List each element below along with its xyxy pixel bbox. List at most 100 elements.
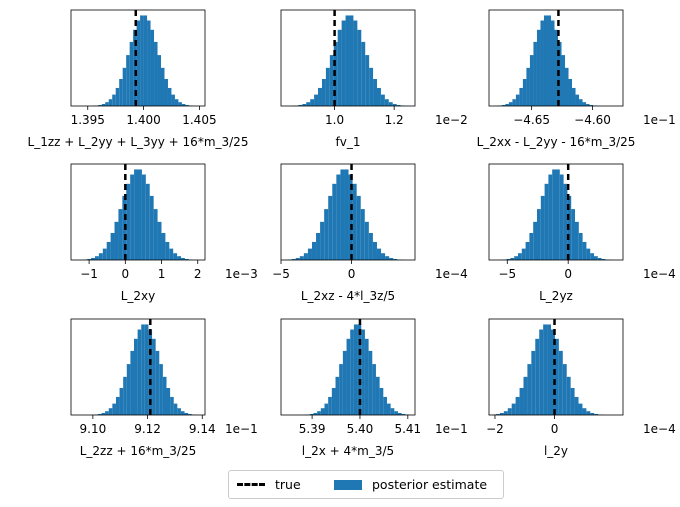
histogram-bar bbox=[554, 338, 559, 415]
histogram-bar bbox=[101, 103, 106, 106]
histogram-bar bbox=[324, 209, 329, 260]
histogram-bar bbox=[590, 253, 595, 260]
histogram-bar bbox=[185, 104, 189, 106]
x-axis-offset-label: 1e−1 bbox=[643, 113, 676, 127]
histogram-bar bbox=[123, 376, 127, 415]
histogram-bar bbox=[317, 411, 321, 415]
histogram-bar bbox=[506, 258, 511, 260]
histogram-bar bbox=[572, 87, 576, 106]
histogram-bar bbox=[314, 94, 319, 106]
histogram-bar bbox=[547, 15, 551, 107]
histogram-bar bbox=[155, 350, 160, 415]
histogram-bar bbox=[568, 78, 573, 106]
histogram-bar bbox=[561, 55, 566, 106]
histogram-bar bbox=[98, 104, 102, 106]
histogram-bar bbox=[321, 78, 326, 106]
histogram-bar bbox=[594, 256, 598, 260]
histogram-bar bbox=[316, 232, 321, 260]
x-tick-label: 9.12 bbox=[134, 422, 161, 436]
histogram-bar bbox=[519, 387, 524, 415]
histogram-bar bbox=[512, 99, 516, 106]
histogram-bar bbox=[373, 78, 377, 106]
histogram-bar bbox=[180, 411, 185, 415]
histogram-bar bbox=[586, 103, 590, 106]
histogram-bar bbox=[535, 338, 540, 415]
histogram-bar bbox=[307, 248, 312, 260]
histogram-bar bbox=[318, 87, 322, 106]
histogram-bar bbox=[566, 376, 571, 415]
legend-true-entry: true bbox=[237, 477, 301, 492]
histogram-bar bbox=[340, 169, 345, 260]
x-tick-label: −5 bbox=[272, 267, 290, 281]
x-tick-label: 1.400 bbox=[126, 113, 160, 127]
histogram-bar bbox=[337, 29, 342, 106]
x-axis-label: l_2x + 4*m_3/5 bbox=[302, 444, 394, 458]
histogram-bar bbox=[501, 104, 506, 106]
histogram-bar bbox=[590, 412, 595, 415]
histogram-bar bbox=[372, 241, 377, 260]
histogram-bar bbox=[515, 94, 520, 106]
histogram-bar bbox=[150, 29, 155, 106]
histogram-bar bbox=[401, 413, 406, 415]
histogram-bar bbox=[159, 364, 163, 415]
x-tick-label: 1.405 bbox=[182, 113, 216, 127]
histogram-bar bbox=[503, 411, 508, 415]
x-axis-offset-label: 1e−4 bbox=[643, 267, 676, 281]
histogram-bar bbox=[320, 408, 325, 415]
histogram-bar bbox=[529, 232, 534, 260]
histogram-bar bbox=[389, 257, 394, 260]
histogram-bar bbox=[368, 350, 373, 415]
histogram-bar bbox=[582, 102, 587, 106]
x-axis-label: L_2yz bbox=[539, 289, 573, 303]
histogram-bar bbox=[341, 20, 346, 106]
histogram-bar bbox=[309, 413, 314, 415]
histogram-bar bbox=[383, 396, 387, 415]
histogram-bar bbox=[311, 241, 317, 260]
histogram-panel-5: −5 0 1e−4 L_2xz - 4*l_3z/5 bbox=[272, 163, 468, 303]
histogram-bar bbox=[177, 408, 181, 415]
x-axis-offset-label: 1e−1 bbox=[435, 422, 468, 436]
histogram-bar bbox=[565, 67, 569, 106]
histogram-bar bbox=[188, 413, 192, 415]
histogram-bar bbox=[586, 411, 591, 415]
histogram-bar bbox=[495, 413, 500, 415]
histogram-bar bbox=[507, 408, 512, 415]
histogram-bar bbox=[149, 195, 154, 260]
histogram-bar bbox=[94, 256, 99, 260]
histogram-bar bbox=[291, 258, 296, 260]
axes-frame bbox=[70, 318, 206, 416]
histogram-bar bbox=[550, 20, 555, 106]
x-axis-offset-label: 1e−4 bbox=[643, 422, 676, 436]
x-axis-label: fv_1 bbox=[336, 135, 361, 149]
histogram-bar bbox=[582, 241, 587, 260]
legend: true posterior estimate bbox=[228, 470, 504, 499]
histogram-bar bbox=[106, 241, 111, 260]
histogram-bar bbox=[505, 103, 509, 106]
histogram-panel-8: 5.39 5.40 5.41 1e−1 l_2x + 4*m_3/5 bbox=[280, 318, 468, 458]
histogram-panel-7: 9.10 9.12 9.14 1e−1 L_2zz + 16*m_3/25 bbox=[70, 318, 258, 458]
histogram-bar bbox=[361, 329, 365, 415]
histogram-bar bbox=[398, 412, 402, 415]
histogram-bar bbox=[353, 324, 358, 415]
histogram-bar bbox=[578, 403, 583, 415]
histogram-bar bbox=[126, 364, 131, 415]
histogram-bar bbox=[119, 78, 123, 106]
histogram-bar bbox=[112, 403, 116, 415]
histogram-bar bbox=[364, 338, 369, 415]
histogram-bar bbox=[533, 221, 537, 260]
histogram-bar bbox=[394, 411, 399, 415]
histogram-bar bbox=[356, 195, 361, 260]
histogram-bar bbox=[129, 41, 134, 106]
x-tick-label: 9.10 bbox=[80, 422, 107, 436]
histogram-bar bbox=[510, 257, 515, 260]
histogram-bar bbox=[537, 209, 541, 260]
legend-posterior-entry: posterior estimate bbox=[334, 477, 487, 492]
histogram-bar bbox=[379, 387, 384, 415]
histogram-bar bbox=[517, 253, 522, 260]
histogram-bar bbox=[559, 174, 564, 260]
histogram-bar bbox=[594, 413, 599, 415]
histogram-bar bbox=[349, 15, 354, 107]
x-tick-label: −5 bbox=[498, 267, 516, 281]
axes-frame bbox=[280, 318, 416, 416]
histogram-bar bbox=[523, 376, 528, 415]
